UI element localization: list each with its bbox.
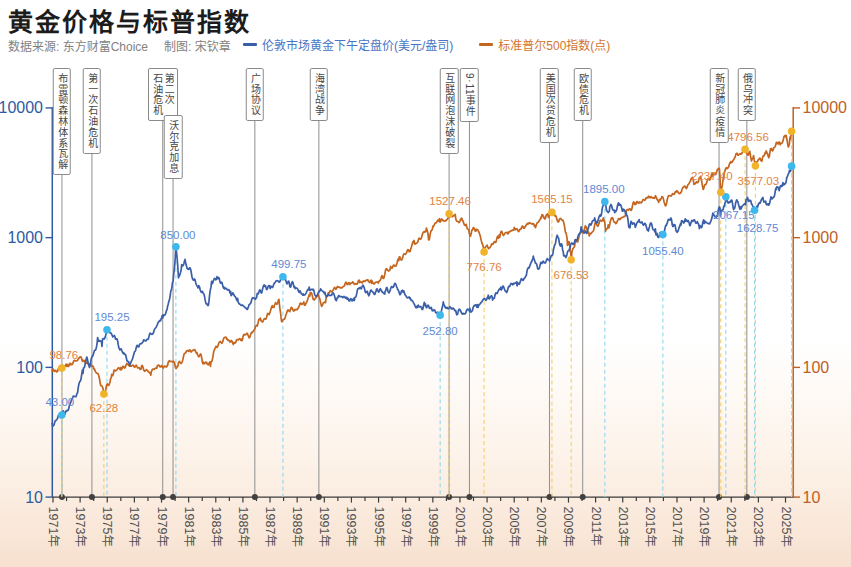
event-dot: [252, 494, 258, 500]
event-label-box: 欧债危机: [573, 68, 592, 121]
event-label-box: 第二次石油危机: [148, 68, 178, 121]
event-label-box: 沃尔克加息: [164, 115, 183, 179]
x-tick-label: 2013年: [616, 507, 630, 547]
x-tick-label: 2007年: [534, 507, 548, 547]
annotation-label: 1628.75: [737, 222, 779, 234]
x-tick-label: 1991年: [317, 507, 331, 547]
x-tick-label: 2005年: [507, 507, 521, 547]
event-label-box: 广场协议: [246, 68, 265, 121]
event-dot: [160, 494, 166, 500]
x-tick-label: 1997年: [399, 507, 413, 547]
annotation-label: 195.25: [94, 311, 129, 323]
annotation-marker: [100, 390, 108, 398]
annotation-marker: [659, 231, 667, 239]
event-dot: [580, 494, 586, 500]
annotation-label: 776.76: [467, 261, 502, 273]
x-tick-label: 2003年: [480, 507, 494, 547]
annotation-marker: [480, 248, 488, 256]
event-label-box: 俄乌冲突: [738, 68, 757, 121]
x-tick-label: 2001年: [453, 507, 467, 547]
x-tick-label: 1977年: [127, 507, 141, 547]
event-dot: [170, 494, 176, 500]
annotation-label: 2237.40: [691, 170, 733, 182]
annotation-label: 1565.15: [531, 193, 573, 205]
annotation-label: 1527.46: [429, 195, 471, 207]
x-tick-label: 2015年: [643, 507, 657, 547]
annotation-label: 43.00: [45, 396, 74, 408]
event-dot: [466, 494, 472, 500]
annotation-marker: [58, 364, 66, 372]
y-left-tick-label: 1000: [7, 229, 43, 246]
x-tick-label: 1993年: [344, 507, 358, 547]
annotation-marker: [567, 256, 575, 264]
annotation-label: 252.80: [423, 325, 458, 337]
annotation-marker: [717, 188, 725, 196]
x-tick-label: 1971年: [46, 507, 60, 547]
annotation-marker: [788, 162, 796, 170]
annotation-label: 4796.56: [727, 131, 769, 143]
y-right-tick-label: 10000: [803, 99, 848, 116]
y-right-tick-label: 10: [803, 489, 821, 506]
x-tick-label: 1973年: [73, 507, 87, 547]
annotation-marker: [445, 210, 453, 218]
x-tick-label: 1981年: [182, 507, 196, 547]
x-tick-label: 2009年: [561, 507, 575, 547]
annotation-label: 676.53: [554, 269, 589, 281]
x-tick-label: 1989年: [290, 507, 304, 547]
annotation-marker: [752, 162, 760, 170]
annotation-marker: [751, 206, 759, 214]
annotation-marker: [172, 243, 180, 251]
annotation-marker: [601, 198, 609, 206]
event-label-box: 新冠肺炎疫情: [710, 68, 729, 143]
annotation-marker: [436, 311, 444, 319]
x-tick-label: 1987年: [263, 507, 277, 547]
x-tick-label: 2011年: [589, 507, 603, 546]
event-dot: [316, 494, 322, 500]
event-label-box: 互联网泡沫破裂: [440, 68, 459, 154]
annotation-label: 2067.15: [713, 209, 755, 221]
annotation-label: 98.76: [49, 349, 78, 361]
y-left-tick-label: 10: [25, 489, 43, 506]
x-tick-label: 2023年: [751, 507, 765, 547]
annotation-label: 1055.40: [642, 245, 684, 257]
event-label-box: 布雷顿森林体系瓦解: [53, 68, 72, 175]
annotation-marker: [741, 146, 749, 154]
annotation-label: 850.00: [160, 229, 195, 241]
annotation-marker: [548, 209, 556, 217]
annotation-marker: [58, 411, 66, 419]
x-tick-label: 1999年: [426, 507, 440, 547]
annotation-label: 1895.00: [583, 183, 625, 195]
event-label-box: 海湾战争: [310, 68, 329, 121]
x-tick-label: 1985年: [236, 507, 250, 547]
y-right-tick-label: 1000: [803, 229, 839, 246]
annotation-marker: [279, 273, 287, 281]
y-right-tick-label: 100: [803, 359, 830, 376]
x-tick-label: 2019年: [697, 507, 711, 547]
x-tick-label: 1983年: [209, 507, 223, 547]
x-tick-label: 1979年: [155, 507, 169, 547]
y-left-tick-label: 10000: [0, 99, 43, 116]
annotation-label: 3577.03: [738, 175, 780, 187]
annotation-label: 499.75: [271, 258, 306, 270]
annotation-marker: [103, 326, 111, 334]
x-tick-label: 1975年: [100, 507, 114, 547]
event-label-box: 美国次贷危机: [540, 68, 559, 143]
annotation-label: 62.28: [89, 402, 118, 414]
event-label-box: 9·11事件: [460, 68, 479, 122]
annotation-marker: [788, 127, 796, 135]
event-dot: [89, 494, 95, 500]
y-left-tick-label: 100: [16, 359, 43, 376]
x-tick-label: 2021年: [724, 507, 738, 547]
x-tick-label: 1995年: [372, 507, 386, 547]
infographic-gold-vs-sp500: 黄金价格与标普指数 数据来源: 东方财富Choice制图: 宋钦章 伦敦市场黄金…: [0, 0, 851, 567]
x-tick-label: 2017年: [670, 507, 684, 547]
x-tick-label: 2025年: [779, 507, 793, 547]
event-label-box: 第一次石油危机: [83, 68, 102, 154]
